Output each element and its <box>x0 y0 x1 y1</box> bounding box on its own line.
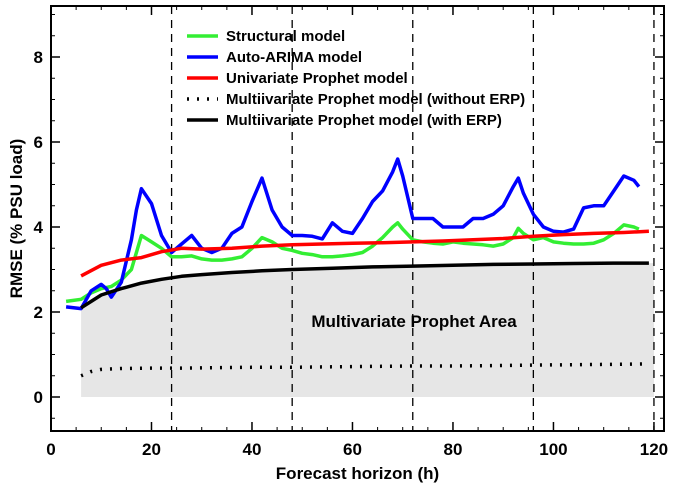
series-line-multiivariate-prophet-model-with-erp <box>80 261 649 310</box>
prophet-area-layer <box>81 263 655 397</box>
x-tick-label-80: 80 <box>444 440 463 459</box>
x-tick-label-40: 40 <box>243 440 262 459</box>
x-tick-label-0: 0 <box>46 440 55 459</box>
legend-label-auto-arima-model: Auto-ARIMA model <box>226 49 362 66</box>
legend-label-univariate-prophet-model: Univariate Prophet model <box>226 70 408 87</box>
y-axis-label: RMSE (% PSU load) <box>7 139 26 299</box>
plot-frame <box>50 5 665 432</box>
y-tick-label-2: 2 <box>34 303 43 322</box>
legend: Structural model Auto-ARIMA model Univaria… <box>187 28 525 129</box>
x-tick-label-20: 20 <box>142 440 161 459</box>
legend-label-multiivariate-prophet-model-without-erp: Multiivariate Prophet model (without ERP… <box>226 91 525 108</box>
multivariate-prophet-area-label: Multivariate Prophet Area <box>311 312 517 331</box>
legend-label-structural-model: Structural model <box>226 28 345 45</box>
legend-label-multiivariate-prophet-model-with-erp: Multiivariate Prophet model (with ERP) <box>226 112 502 129</box>
y-tick-label-0: 0 <box>34 388 43 407</box>
x-axis-label: Forecast horizon (h) <box>276 464 439 483</box>
y-tick-label-8: 8 <box>34 48 43 67</box>
series-line-multiivariate-prophet-model-without-erp <box>80 362 649 378</box>
x-tick-label-120: 120 <box>640 440 668 459</box>
x-tick-label-100: 100 <box>539 440 567 459</box>
prophet-area-fill <box>81 263 655 397</box>
series-line-univariate-prophet-model <box>80 229 649 278</box>
x-tick-label-60: 60 <box>343 440 362 459</box>
series-line-structural-model <box>65 221 640 304</box>
y-tick-label-4: 4 <box>34 218 44 237</box>
y-tick-label-6: 6 <box>34 133 43 152</box>
series-layer <box>65 157 649 378</box>
series-line-auto-arima-model <box>65 157 641 311</box>
